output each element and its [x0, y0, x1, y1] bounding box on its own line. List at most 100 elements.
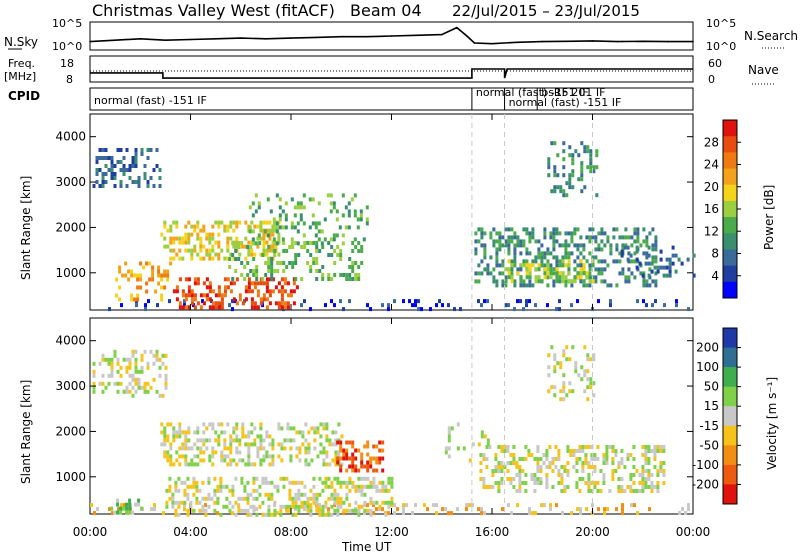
- heatmap-cell: [289, 289, 293, 294]
- heatmap-cell: [134, 180, 138, 184]
- heatmap-cell: [587, 445, 591, 449]
- heatmap-cell: [626, 457, 630, 461]
- heatmap-cell: [251, 241, 255, 246]
- y-tick-label: 4000: [55, 334, 86, 348]
- heatmap-cell: [534, 303, 537, 308]
- heatmap-cell: [134, 365, 138, 370]
- heatmap-cell: [98, 381, 102, 386]
- heatmap-cell: [205, 426, 209, 431]
- heatmap-cell: [594, 279, 598, 284]
- heatmap-cell: [325, 454, 329, 459]
- heatmap-cell: [291, 512, 295, 517]
- heatmap-cell: [482, 477, 486, 481]
- heatmap-cell: [500, 461, 504, 465]
- heatmap-cell: [259, 434, 263, 439]
- heatmap-cell: [184, 430, 188, 435]
- heatmap-cell: [208, 252, 212, 257]
- heatmap-cell: [163, 285, 167, 290]
- heatmap-cell: [614, 469, 618, 473]
- heatmap-cell: [659, 265, 663, 270]
- heatmap-cell: [345, 452, 349, 457]
- heatmap-cell: [300, 492, 304, 497]
- heatmap-cell: [506, 445, 510, 449]
- heatmap-cell: [125, 385, 129, 390]
- heatmap-cell: [339, 496, 343, 501]
- heatmap-cell: [482, 481, 486, 485]
- heatmap-cell: [483, 511, 486, 516]
- heatmap-cell: [177, 512, 181, 517]
- heatmap-cell: [264, 273, 268, 277]
- heatmap-cell: [582, 255, 586, 260]
- heatmap-cell: [178, 305, 182, 310]
- heatmap-cell: [286, 293, 290, 298]
- heatmap-cell: [119, 148, 123, 152]
- heatmap-cell: [238, 252, 242, 257]
- heatmap-cell: [647, 445, 651, 449]
- heatmap-cell: [363, 476, 367, 481]
- heatmap-cell: [259, 446, 263, 451]
- heatmap-cell: [562, 373, 566, 378]
- heatmap-cell: [491, 469, 495, 473]
- heatmap-cell: [196, 446, 200, 451]
- heatmap-cell: [257, 205, 261, 210]
- heatmap-cell: [337, 450, 341, 455]
- heatmap-cell: [125, 148, 129, 152]
- heatmap-cell: [184, 438, 188, 443]
- heatmap-cell: [277, 289, 281, 294]
- freq-series: [90, 68, 693, 79]
- heatmap-cell: [238, 297, 242, 302]
- heatmap-cell: [465, 503, 468, 508]
- heatmap-cell: [231, 241, 235, 245]
- heatmap-cell: [626, 245, 630, 250]
- heatmap-cell: [581, 461, 585, 465]
- noise-point: [164, 39, 167, 41]
- heatmap-cell: [273, 503, 276, 508]
- heatmap-cell: [506, 469, 510, 473]
- heatmap-cell: [198, 488, 202, 493]
- heatmap-cell: [211, 462, 215, 467]
- heatmap-cell: [347, 213, 351, 218]
- heatmap-cell: [324, 480, 328, 485]
- heatmap-cell: [205, 293, 209, 298]
- heatmap-cell: [243, 496, 247, 501]
- heatmap-cell: [624, 227, 628, 232]
- heatmap-cell: [171, 504, 175, 509]
- heatmap-cell: [363, 508, 367, 513]
- heatmap-cell: [671, 261, 675, 266]
- heatmap-cell: [513, 235, 517, 240]
- heatmap-cell: [589, 157, 593, 162]
- heatmap-cell: [214, 293, 218, 298]
- heatmap-cell: [265, 248, 269, 253]
- heatmap-cell: [578, 457, 582, 461]
- heatmap-cell: [265, 277, 269, 282]
- heatmap-cell: [556, 185, 560, 190]
- heatmap-cell: [290, 241, 294, 246]
- nsearch-label: N.Search: [744, 29, 798, 43]
- heatmap-cell: [600, 239, 604, 244]
- heatmap-cell: [549, 235, 553, 240]
- heatmap-cell: [621, 271, 625, 276]
- heatmap-cell: [597, 247, 601, 252]
- heatmap-cell: [267, 504, 271, 509]
- heatmap-cell: [244, 236, 248, 241]
- noise-point: [189, 38, 192, 41]
- heatmap-cell: [559, 397, 563, 402]
- heatmap-cell: [232, 438, 236, 443]
- heatmap-cell: [617, 489, 621, 493]
- heatmap-cell: [271, 248, 275, 253]
- heatmap-cell: [571, 161, 575, 166]
- heatmap-cell: [512, 453, 516, 457]
- heatmap-cell: [645, 255, 649, 260]
- heatmap-cell: [160, 293, 164, 298]
- heatmap-cell: [324, 303, 327, 308]
- heatmap-cell: [561, 271, 565, 276]
- heatmap-cell: [296, 201, 300, 206]
- heatmap-cell: [178, 240, 182, 245]
- heatmap-cell: [190, 289, 194, 294]
- heatmap-cell: [193, 244, 197, 249]
- noise-point: [365, 35, 368, 38]
- heatmap-cell: [547, 161, 551, 166]
- heatmap-cell: [265, 228, 269, 233]
- heatmap-cell: [483, 255, 487, 260]
- heatmap-cell: [163, 434, 167, 439]
